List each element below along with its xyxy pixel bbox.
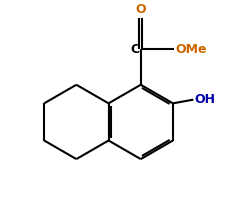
Text: OH: OH <box>194 93 215 106</box>
Text: O: O <box>136 3 146 16</box>
Text: C: C <box>130 43 139 56</box>
Text: OMe: OMe <box>175 43 207 56</box>
